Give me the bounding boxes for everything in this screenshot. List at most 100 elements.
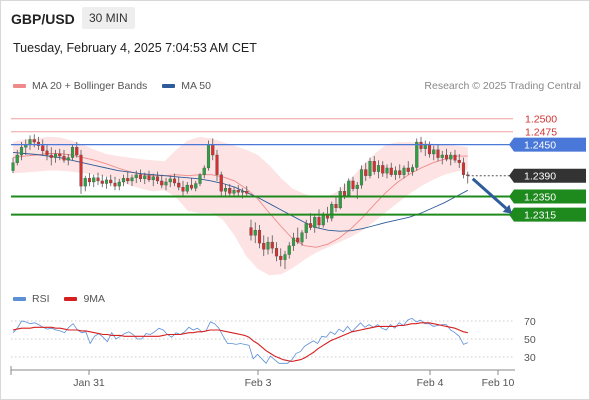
candle bbox=[92, 177, 96, 183]
candle bbox=[117, 181, 121, 187]
candle bbox=[126, 178, 130, 182]
candle bbox=[134, 174, 138, 178]
candle bbox=[181, 186, 185, 192]
candle bbox=[262, 242, 266, 250]
timeframe-badge[interactable]: 30 MIN bbox=[82, 7, 135, 29]
candle bbox=[215, 154, 219, 175]
timestamp: Tuesday, February 4, 2025 7:04:53 AM CET bbox=[13, 41, 257, 55]
candle bbox=[372, 161, 376, 172]
candle bbox=[304, 223, 308, 233]
candle bbox=[198, 174, 202, 184]
candle bbox=[147, 175, 151, 181]
candle bbox=[419, 141, 423, 149]
candle bbox=[385, 167, 389, 174]
candle bbox=[257, 230, 262, 244]
candle bbox=[79, 154, 83, 187]
ma20-line bbox=[12, 153, 468, 248]
legend-item-ma20: MA 20 + Bollinger Bands bbox=[13, 80, 147, 92]
legend-item-ma50: MA 50 bbox=[162, 80, 211, 92]
candle bbox=[287, 245, 291, 255]
candle bbox=[62, 155, 66, 161]
main-legend: MA 20 + Bollinger Bands MA 50 bbox=[13, 80, 211, 92]
candle bbox=[279, 255, 283, 260]
candle bbox=[266, 241, 270, 250]
level-tag-pointer bbox=[509, 189, 514, 204]
rsi-9ma-line bbox=[12, 322, 468, 363]
level-tag-pointer bbox=[509, 137, 514, 152]
level-label: 1.2350 bbox=[524, 191, 556, 203]
level-label: 1.2450 bbox=[524, 140, 556, 152]
candle bbox=[300, 232, 304, 243]
candle bbox=[143, 175, 147, 180]
rsi-panel: 70 50 30 bbox=[11, 316, 536, 364]
candle bbox=[317, 217, 321, 226]
candle bbox=[393, 170, 398, 175]
candle bbox=[211, 144, 215, 156]
candle bbox=[381, 165, 385, 174]
candle bbox=[313, 217, 317, 228]
candle bbox=[415, 141, 419, 168]
chart-header: GBP/USD 30 MIN bbox=[0, 0, 588, 36]
candle bbox=[70, 147, 75, 158]
forecast-arrow-shaft bbox=[471, 177, 508, 210]
ma50-line bbox=[12, 151, 469, 232]
candle bbox=[87, 178, 92, 183]
candle bbox=[49, 154, 53, 158]
candle bbox=[461, 162, 466, 175]
candle bbox=[185, 184, 189, 192]
level-label: 1.2390 bbox=[524, 171, 556, 183]
time-tick-label: Feb 4 bbox=[417, 377, 444, 389]
time-tick-label: Feb 3 bbox=[245, 377, 272, 389]
candle bbox=[194, 183, 198, 189]
candle bbox=[338, 191, 342, 209]
candle bbox=[151, 176, 155, 181]
candle bbox=[296, 237, 300, 243]
candle bbox=[457, 160, 461, 163]
candle bbox=[189, 184, 194, 189]
candle bbox=[342, 191, 347, 196]
candle bbox=[444, 154, 449, 160]
ma20-swatch bbox=[13, 84, 26, 89]
bollinger-layer bbox=[12, 136, 469, 276]
candle bbox=[164, 181, 168, 186]
credit-text: Research © 2025 Trading Central bbox=[424, 80, 581, 92]
candle bbox=[168, 178, 172, 183]
candle bbox=[223, 188, 228, 192]
candle bbox=[245, 191, 249, 194]
time-tick-label: Feb 10 bbox=[482, 377, 515, 389]
candle bbox=[202, 167, 206, 175]
rsi-tick-label: 50 bbox=[524, 334, 536, 346]
candle bbox=[240, 191, 245, 193]
candle bbox=[113, 182, 117, 187]
candle bbox=[206, 144, 211, 169]
candle bbox=[160, 180, 164, 186]
level-label: 1.2500 bbox=[525, 114, 557, 126]
candle bbox=[219, 174, 223, 192]
candle bbox=[359, 169, 364, 186]
candle bbox=[19, 147, 24, 156]
forecast-arrow-head bbox=[502, 204, 512, 214]
rsi-tick-label: 30 bbox=[524, 352, 536, 364]
candle bbox=[58, 153, 62, 157]
candle bbox=[130, 177, 134, 182]
level-tag bbox=[514, 137, 586, 152]
candle bbox=[364, 169, 368, 176]
candle bbox=[45, 150, 49, 156]
legend-label: 9MA bbox=[83, 293, 106, 305]
level-tag-pointer bbox=[509, 207, 514, 222]
candle bbox=[453, 154, 457, 161]
candle bbox=[330, 204, 334, 219]
candle bbox=[321, 214, 325, 226]
candle bbox=[410, 167, 415, 172]
candle bbox=[177, 182, 181, 188]
candle bbox=[121, 178, 126, 183]
level-label: 1.2315 bbox=[524, 210, 556, 222]
legend-label: MA 50 bbox=[181, 80, 211, 92]
candle bbox=[283, 254, 287, 260]
level-tag bbox=[514, 189, 586, 204]
legend-label: MA 20 + Bollinger Bands bbox=[32, 80, 148, 92]
candle bbox=[36, 141, 41, 146]
candle bbox=[291, 237, 296, 246]
